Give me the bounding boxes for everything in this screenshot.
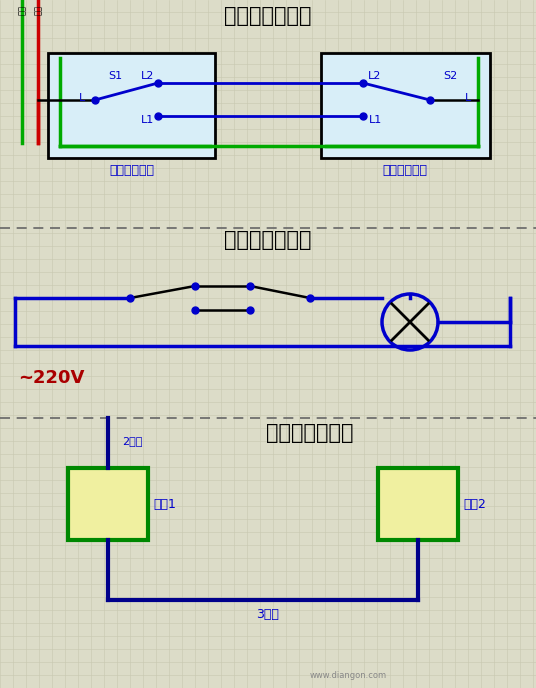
Text: S1: S1: [108, 71, 122, 81]
Text: 双控开关原理图: 双控开关原理图: [224, 230, 312, 250]
Bar: [378, 468, 458, 540]
Text: ~220V: ~220V: [18, 369, 84, 387]
Bar: [321, 53, 490, 158]
Text: 相线: 相线: [18, 5, 26, 15]
Text: 2根线: 2根线: [122, 436, 143, 446]
Text: L2: L2: [142, 71, 155, 81]
Text: 双控开关接线图: 双控开关接线图: [224, 6, 312, 26]
Text: L1: L1: [368, 115, 382, 125]
Text: 单开双控开关: 单开双控开关: [383, 164, 428, 177]
Text: S2: S2: [443, 71, 457, 81]
Text: 火线: 火线: [33, 5, 42, 15]
Bar: [48, 53, 215, 158]
Text: www.diangon.com: www.diangon.com: [310, 671, 387, 680]
Text: L: L: [79, 93, 85, 103]
Bar: [68, 468, 148, 540]
Text: L: L: [465, 93, 471, 103]
Text: L2: L2: [368, 71, 382, 81]
Text: 3根线: 3根线: [257, 608, 279, 621]
Text: 开关1: 开关1: [153, 497, 176, 510]
Text: 开关2: 开关2: [463, 497, 486, 510]
Text: 双控开关布线图: 双控开关布线图: [266, 423, 354, 443]
Text: 单开双控开关: 单开双控开关: [109, 164, 154, 177]
Text: L1: L1: [142, 115, 154, 125]
